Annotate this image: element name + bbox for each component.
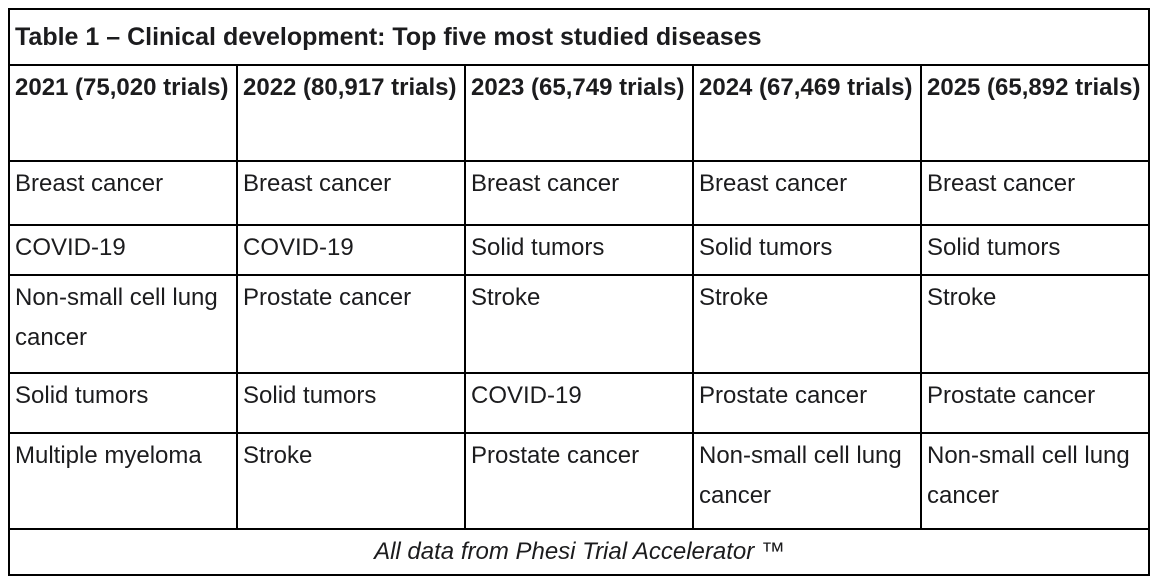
table-row-rank-3: Non-small cell lung cancer Prostate canc…: [8, 274, 1150, 374]
table-title: Table 1 – Clinical development: Top five…: [8, 8, 1150, 66]
table-cell: Stroke: [920, 274, 1150, 374]
table-cell: Breast cancer: [8, 160, 238, 226]
column-header-2025: 2025 (65,892 trials): [920, 64, 1150, 162]
table-header-row: 2021 (75,020 trials) 2022 (80,917 trials…: [8, 64, 1150, 162]
table-title-row: Table 1 – Clinical development: Top five…: [8, 8, 1150, 66]
table-cell: Breast cancer: [692, 160, 922, 226]
table-cell: Solid tumors: [464, 224, 694, 276]
table-cell: Stroke: [464, 274, 694, 374]
table-cell: Non-small cell lung cancer: [692, 432, 922, 530]
table-cell: Non-small cell lung cancer: [920, 432, 1150, 530]
clinical-development-table: Table 1 – Clinical development: Top five…: [8, 8, 1150, 576]
table-cell: Breast cancer: [920, 160, 1150, 226]
table-cell: COVID-19: [236, 224, 466, 276]
table-cell: Non-small cell lung cancer: [8, 274, 238, 374]
table-cell: Solid tumors: [236, 372, 466, 434]
column-header-2022: 2022 (80,917 trials): [236, 64, 466, 162]
table-cell: COVID-19: [8, 224, 238, 276]
table-cell: Breast cancer: [464, 160, 694, 226]
table-cell: Solid tumors: [8, 372, 238, 434]
table-cell: Multiple myeloma: [8, 432, 238, 530]
table-cell: COVID-19: [464, 372, 694, 434]
table-row-rank-1: Breast cancer Breast cancer Breast cance…: [8, 160, 1150, 226]
table-cell: Solid tumors: [920, 224, 1150, 276]
column-header-2021: 2021 (75,020 trials): [8, 64, 238, 162]
table-row-rank-4: Solid tumors Solid tumors COVID-19 Prost…: [8, 372, 1150, 434]
table-row-rank-2: COVID-19 COVID-19 Solid tumors Solid tum…: [8, 224, 1150, 276]
table-cell: Prostate cancer: [464, 432, 694, 530]
table-cell: Solid tumors: [692, 224, 922, 276]
table-cell: Stroke: [236, 432, 466, 530]
table-footer-row: All data from Phesi Trial Accelerator ™: [8, 528, 1150, 576]
table-cell: Breast cancer: [236, 160, 466, 226]
table-footer-note: All data from Phesi Trial Accelerator ™: [8, 528, 1150, 576]
table-row-rank-5: Multiple myeloma Stroke Prostate cancer …: [8, 432, 1150, 530]
table-cell: Stroke: [692, 274, 922, 374]
table-cell: Prostate cancer: [236, 274, 466, 374]
table-cell: Prostate cancer: [920, 372, 1150, 434]
table-cell: Prostate cancer: [692, 372, 922, 434]
column-header-2024: 2024 (67,469 trials): [692, 64, 922, 162]
column-header-2023: 2023 (65,749 trials): [464, 64, 694, 162]
